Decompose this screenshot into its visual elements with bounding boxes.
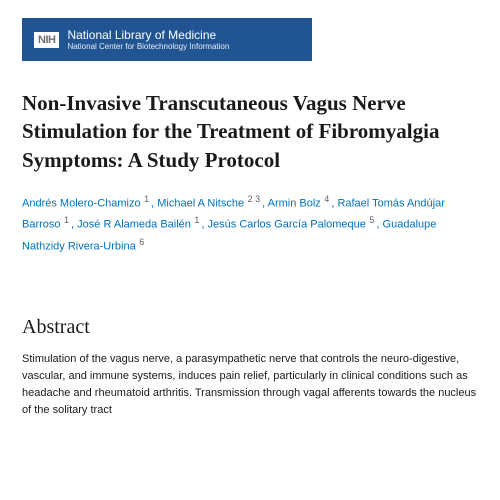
author-link[interactable]: Andrés Molero-Chamizo [22,198,141,210]
author-affiliation: 6 [137,237,145,247]
author-affiliation: 4 [322,194,330,204]
author-affiliation: 1 [142,194,150,204]
author-affiliation: 5 [367,215,375,225]
author-affiliation: 1 [192,215,200,225]
author-list: Andrés Molero-Chamizo 1, Michael A Nitsc… [22,192,478,256]
article-title: Non-Invasive Transcutaneous Vagus Nerve … [22,89,478,174]
banner-subtitle: National Center for Biotechnology Inform… [67,42,229,51]
author-link[interactable]: Jesús Carlos García Palomeque [208,219,366,231]
banner-title: National Library of Medicine [67,28,229,42]
nih-logo: NIH [34,32,59,48]
author-affiliation: 1 [62,215,70,225]
abstract-heading: Abstract [22,316,478,339]
author-link[interactable]: Armin Bolz [268,198,321,210]
banner-text-block: National Library of Medicine National Ce… [67,28,229,51]
abstract-body: Stimulation of the vagus nerve, a parasy… [22,351,478,419]
author-affiliation: 2 3 [245,194,260,204]
author-link[interactable]: Michael A Nitsche [157,198,244,210]
author-link[interactable]: José R Alameda Bailén [77,219,191,231]
nih-banner: NIH National Library of Medicine Nationa… [22,18,312,61]
